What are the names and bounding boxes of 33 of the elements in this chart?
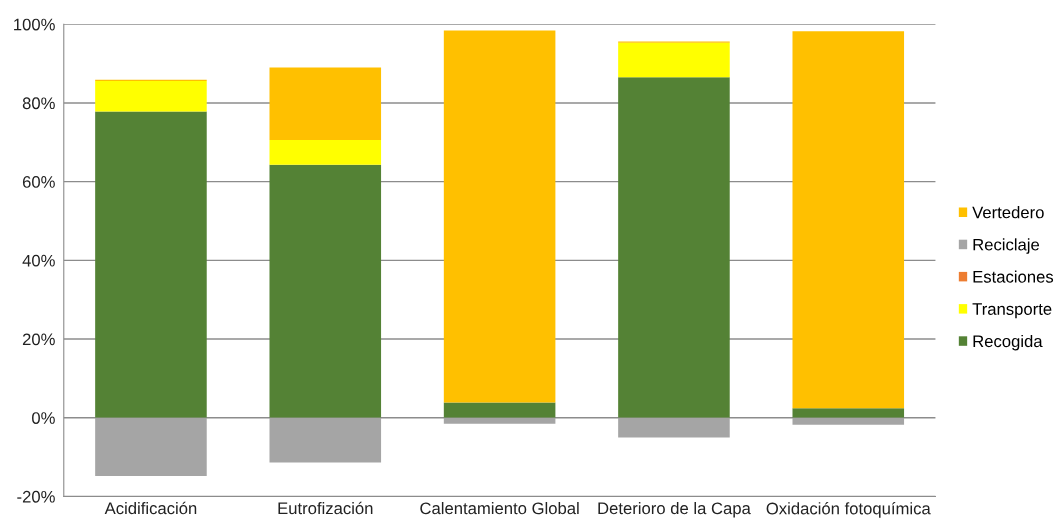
bar <box>618 42 730 78</box>
bar <box>95 80 207 112</box>
y-tick-label: -20% <box>17 490 55 503</box>
bar <box>618 417 730 438</box>
bar <box>95 111 207 418</box>
bar <box>269 164 382 418</box>
x-tick-label: Acidificación <box>104 501 197 515</box>
bar <box>443 402 556 418</box>
bar <box>269 417 382 463</box>
bar <box>792 408 905 418</box>
y-tick-label: 20% <box>22 333 55 346</box>
x-tick-label: Deterioro de la Capa <box>598 501 751 518</box>
y-tick-label: 0% <box>32 412 55 424</box>
x-tick-label: Calentamiento Global <box>420 501 579 515</box>
bar <box>618 77 730 418</box>
y-tick-label: 80% <box>22 97 55 110</box>
x-tick-label: Oxidación fotoquímica <box>766 501 931 518</box>
y-tick-label: 60% <box>22 176 55 188</box>
x-tick-label: Eutrofización <box>278 501 373 515</box>
bar <box>792 31 905 409</box>
bar <box>443 30 556 403</box>
legend-label: Estaciones <box>973 270 1054 283</box>
bar <box>95 417 207 476</box>
bar <box>269 139 382 165</box>
legend-label: Transporte <box>972 303 1052 319</box>
legend-label: Recogida <box>973 334 1043 351</box>
y-tick-label: 100% <box>14 18 55 31</box>
legend-label: Vertedero <box>972 206 1044 219</box>
bar <box>792 417 905 425</box>
bar <box>443 417 556 424</box>
y-tick-label: 40% <box>22 254 55 267</box>
bar <box>269 67 382 140</box>
legend-label: Reciclaje <box>973 238 1040 254</box>
